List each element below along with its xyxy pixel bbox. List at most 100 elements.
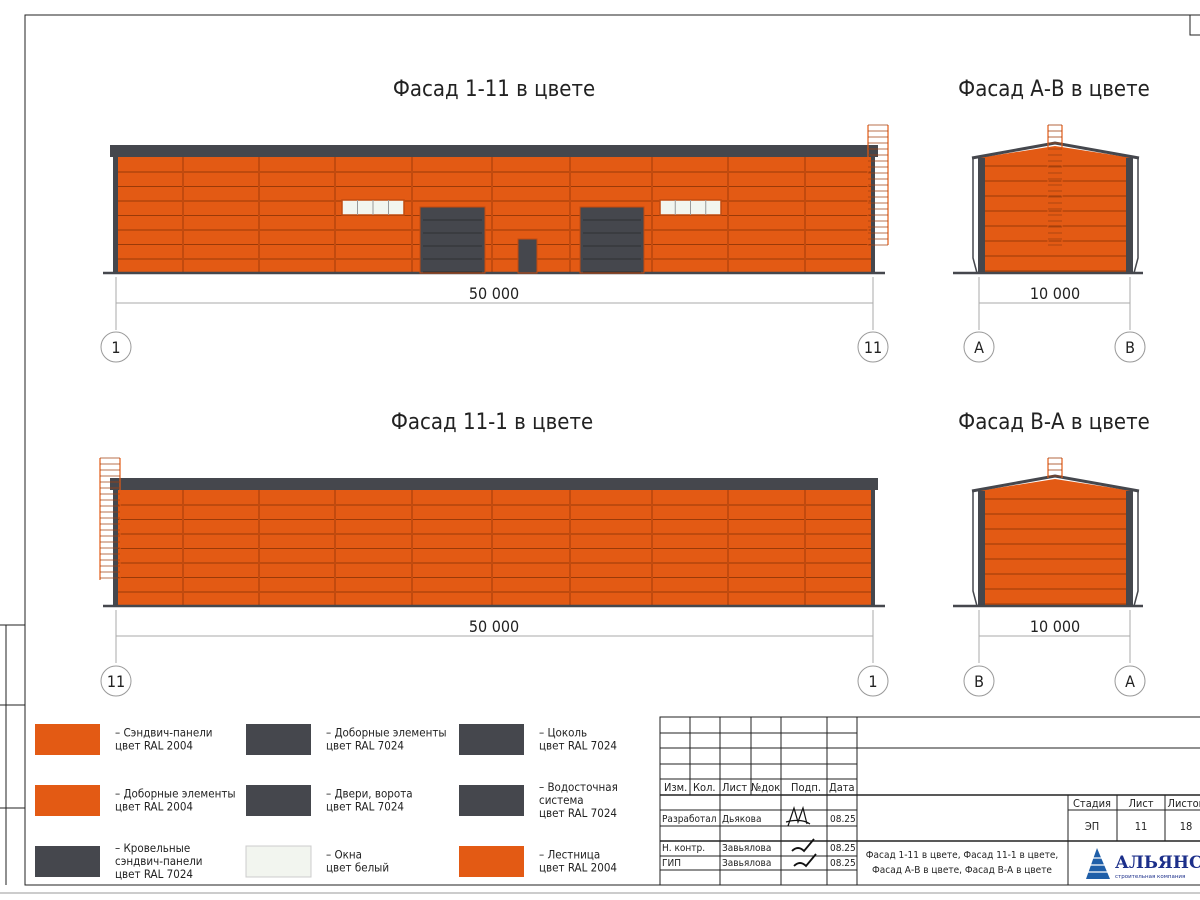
sheet-frame	[0, 14, 1200, 894]
legend-label: цвет RAL 7024	[539, 806, 617, 820]
header-data: Дата	[829, 781, 855, 794]
legend-swatch	[459, 785, 524, 816]
name-developed: Дьякова	[722, 814, 762, 825]
dimension-label: 50 000	[469, 617, 519, 636]
gate	[579, 206, 645, 274]
date-gip: 08.25	[830, 858, 856, 869]
legend-swatch	[245, 845, 312, 878]
legend-swatch	[246, 724, 311, 755]
stage-header: Стадия	[1073, 797, 1111, 810]
legend-label: сэндвич-панели	[115, 854, 203, 868]
gable-facade	[953, 124, 1143, 330]
sheet-value: 11	[1135, 820, 1148, 833]
legend-label: – Доборные элементы	[115, 787, 236, 801]
legend-label: цвет RAL 7024	[539, 739, 617, 753]
signature	[785, 805, 811, 827]
legend-label: цвет белый	[326, 861, 389, 875]
legend-label: – Кровельные	[115, 841, 190, 855]
downpipe	[1133, 491, 1139, 607]
facade-title: Фасад 1-11 в цвете	[393, 77, 595, 102]
legend-label: – Лестница	[539, 848, 600, 862]
sandwich-panel-wall	[978, 146, 1133, 273]
sandwich-panel-wall	[978, 479, 1133, 606]
sheet-title-line1: Фасад 1-11 в цвете, Фасад 11-1 в цвете,	[866, 850, 1059, 861]
date-norm-control: 08.25	[830, 843, 856, 854]
long-facade	[103, 124, 889, 330]
signature	[791, 838, 817, 868]
logo-name: АЛЬЯНС	[1115, 853, 1200, 873]
legend-label: – Окна	[326, 848, 362, 862]
axis-label: В	[1125, 338, 1135, 357]
axis-label: 11	[864, 338, 882, 357]
legend-swatch	[35, 724, 100, 755]
dimension-label: 10 000	[1030, 284, 1080, 303]
downpipe	[972, 491, 978, 607]
axis-label: В	[974, 672, 984, 691]
header-podp: Подп.	[791, 781, 821, 794]
dimension-label: 10 000	[1030, 617, 1080, 636]
corner-trim	[1126, 158, 1133, 273]
axis-markers: 1 11 11 1 А В В А	[100, 331, 1146, 697]
legend-swatch	[35, 846, 100, 877]
facade-drawings	[99, 124, 1143, 663]
corner-trim	[1126, 491, 1133, 606]
facade-title: Фасад 11-1 в цвете	[391, 410, 593, 435]
legend-label: цвет RAL 7024	[326, 800, 404, 814]
name-gip: Завьялова	[722, 858, 771, 869]
legend-swatch	[459, 846, 524, 877]
facade-title: Фасад А-В в цвете	[958, 77, 1150, 102]
logo-subtitle: строительная компания	[1115, 874, 1185, 880]
legend-label: цвет RAL 2004	[539, 861, 617, 875]
header-ndok: №док	[751, 781, 780, 794]
long-facade	[99, 457, 885, 663]
corner-trim	[113, 157, 118, 273]
facade-title: Фасад В-А в цвете	[958, 410, 1150, 435]
corner-trim	[978, 491, 985, 606]
legend-label: система	[539, 793, 584, 807]
downpipe	[972, 158, 978, 274]
roof-panel	[110, 145, 878, 157]
legend-swatch	[459, 724, 524, 755]
legend-label: – Водосточная	[539, 780, 618, 794]
role-developed: Разработал	[662, 813, 717, 825]
role-gip: ГИП	[662, 858, 681, 869]
gate	[419, 206, 486, 274]
role-norm-control: Н. контр.	[662, 843, 705, 854]
roof-panel	[110, 478, 878, 490]
legend-label: – Доборные элементы	[326, 726, 447, 740]
company-logo: АЛЬЯНС строительная компания	[1086, 848, 1200, 880]
door	[517, 238, 538, 274]
sheets-value: 18	[1180, 820, 1193, 833]
header-list: Лист	[722, 781, 747, 794]
legend-label: цвет RAL 2004	[115, 800, 193, 814]
corner-trim	[978, 158, 985, 273]
legend-label: – Двери, ворота	[326, 787, 413, 801]
dimension-label: 50 000	[469, 284, 519, 303]
stage-value: ЭП	[1085, 820, 1099, 833]
name-norm-control: Завьялова	[722, 843, 771, 854]
sheet-title-line2: Фасад А-В в цвете, Фасад В-А в цвете	[872, 865, 1052, 876]
legend-label: цвет RAL 7024	[115, 867, 193, 881]
legend-label: – Сэндвич-панели	[115, 726, 213, 740]
date-developed: 08.25	[830, 814, 856, 825]
legend-label: цвет RAL 2004	[115, 739, 193, 753]
header-kol: Кол.	[693, 781, 716, 794]
axis-label: А	[974, 338, 984, 357]
downpipe	[1133, 158, 1139, 274]
sheet-header: Лист	[1128, 797, 1153, 810]
legend-swatch	[246, 785, 311, 816]
axis-label: 1	[111, 338, 120, 357]
axis-label: 1	[868, 672, 877, 691]
gable-facade	[953, 457, 1143, 663]
sheets-header: Листов	[1168, 797, 1200, 810]
legend-label: – Цоколь	[539, 726, 587, 740]
axis-label: А	[1125, 672, 1135, 691]
header-izm: Изм.	[664, 781, 687, 794]
corner-trim	[871, 490, 875, 606]
legend-swatch	[35, 785, 100, 816]
axis-label: 11	[107, 672, 125, 691]
title-block: Изм. Кол. Лист №док Подп. Дата Разработа…	[659, 716, 1200, 886]
legend-label: цвет RAL 7024	[326, 739, 404, 753]
